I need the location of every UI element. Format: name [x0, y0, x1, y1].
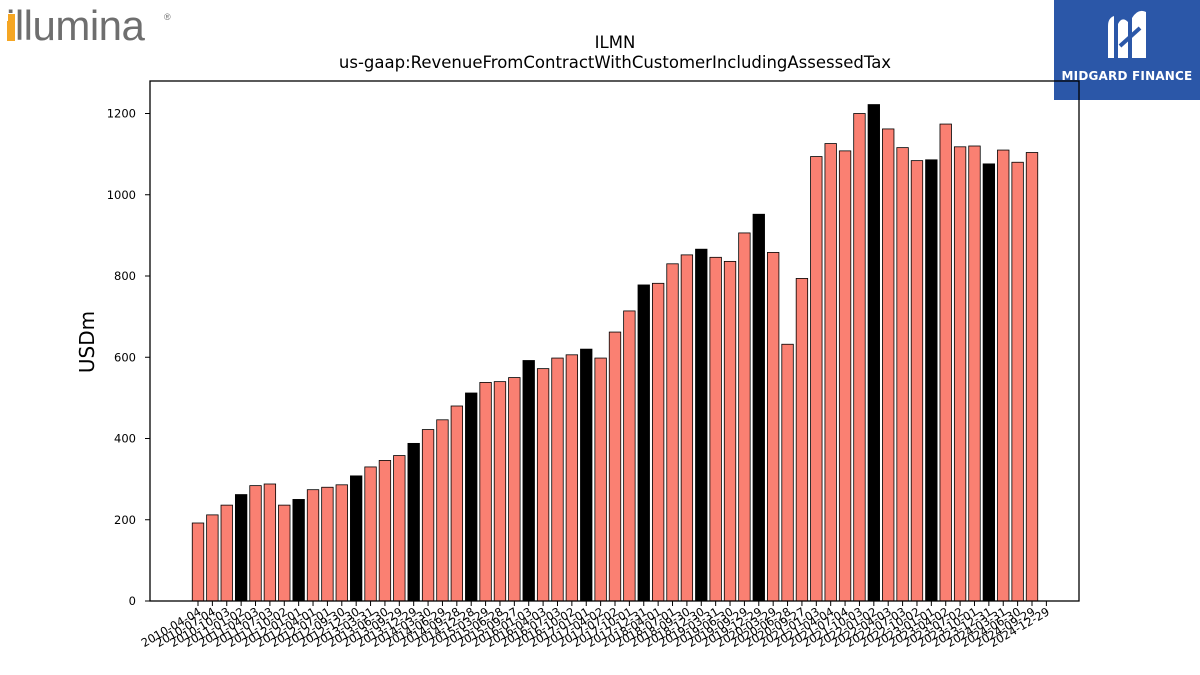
bar [580, 348, 593, 602]
y-tick-label: 400 [114, 432, 136, 446]
bar [1011, 161, 1024, 602]
bar [723, 260, 737, 602]
bar [450, 405, 463, 602]
bar [465, 392, 478, 602]
bar [637, 284, 650, 602]
bar [220, 504, 233, 602]
midgard-brand-name: MIDGARD FINANCE [1061, 69, 1193, 83]
bar [853, 113, 866, 602]
x-axis-ticks: 2010-04-042010-07-042010-10-032011-01-02… [139, 601, 1052, 650]
bar [594, 357, 607, 602]
bar [867, 104, 880, 602]
bar [321, 486, 334, 602]
bar [666, 263, 679, 602]
bar [680, 254, 694, 602]
bar [493, 381, 507, 602]
bar [651, 282, 665, 602]
bar [781, 343, 794, 602]
bar [738, 232, 751, 602]
bar [436, 419, 449, 602]
bar [249, 485, 262, 602]
bar [709, 256, 722, 602]
y-tick-label: 1000 [107, 188, 136, 202]
bar [551, 357, 564, 602]
bar [536, 368, 550, 602]
bar [364, 466, 377, 602]
bar [953, 146, 967, 602]
bar [824, 143, 837, 602]
bar [378, 460, 392, 602]
y-tick-label: 800 [114, 269, 136, 283]
bar [608, 331, 622, 602]
bar [810, 156, 823, 602]
y-tick-label: 1200 [107, 107, 136, 121]
bar [997, 149, 1010, 602]
bar [925, 159, 938, 602]
bar [1025, 152, 1039, 602]
svg-text:illumina: illumina [6, 2, 146, 49]
bar [335, 484, 348, 602]
bar [882, 128, 895, 602]
bar [522, 360, 535, 602]
bar [982, 163, 996, 602]
bar [234, 494, 248, 602]
bar [191, 522, 205, 602]
bar [508, 377, 521, 602]
bar [838, 150, 852, 602]
bar [767, 252, 780, 602]
bar [421, 429, 435, 602]
svg-text:®: ® [164, 12, 171, 22]
bar [263, 483, 277, 602]
y-axis-label: USDm [75, 311, 99, 373]
bar-series [191, 104, 1039, 602]
bar [896, 147, 909, 602]
bar [565, 354, 579, 602]
bar [752, 213, 765, 602]
bar [910, 160, 924, 602]
bar [623, 310, 636, 602]
bar [306, 489, 320, 602]
y-axis-ticks: 0 200 400 600 800 1000 1200 [107, 107, 150, 608]
bar [206, 514, 219, 602]
bar [350, 475, 363, 602]
midgard-finance-logo: MIDGARD FINANCE [1054, 0, 1200, 100]
chart-title: ILMN [595, 33, 636, 52]
bar [393, 455, 406, 602]
bar [795, 278, 809, 602]
midgard-monogram-icon [1108, 10, 1146, 58]
bar [407, 442, 420, 602]
y-tick-label: 0 [129, 594, 136, 608]
bar [968, 145, 981, 602]
bar [479, 382, 492, 602]
plot-frame [149, 80, 1080, 602]
y-tick-label: 600 [114, 350, 136, 364]
bar [278, 504, 291, 602]
chart-subtitle: us-gaap:RevenueFromContractWithCustomerI… [339, 53, 891, 72]
bar [695, 248, 708, 602]
bar [939, 123, 952, 602]
bar [292, 499, 305, 602]
illumina-logo: illumina ® [6, 2, 171, 49]
y-tick-label: 200 [114, 513, 136, 527]
